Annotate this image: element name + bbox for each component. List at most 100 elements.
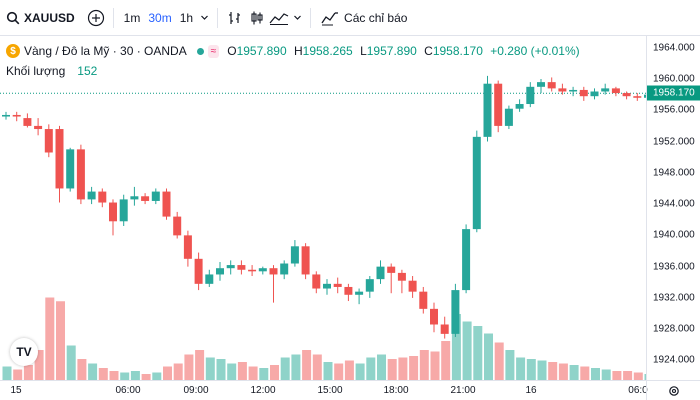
area-chart-type-button[interactable]	[268, 0, 290, 36]
price-tick-label: 1924.000	[653, 354, 695, 366]
volume-bar	[537, 360, 547, 380]
volume-bar	[163, 366, 172, 380]
compare-symbol-button[interactable]	[85, 0, 107, 36]
volume-bar	[237, 362, 247, 380]
candle-body	[355, 291, 364, 295]
time-tick-label: 15:00	[317, 385, 343, 396]
last-price-label: 1958.170	[647, 85, 700, 101]
tradingview-logo[interactable]: TV	[10, 338, 38, 366]
candle-body	[87, 191, 96, 200]
volume-bar	[494, 342, 504, 380]
candle-chart-type-button[interactable]	[246, 0, 268, 36]
volume-bar	[216, 359, 226, 380]
candlestick-chart[interactable]	[0, 36, 646, 380]
candle-body	[12, 114, 21, 117]
time-axis[interactable]: 15 06:00 09:00 12:00 15:00 18:00 21:00 16 06:0	[0, 380, 648, 400]
candle-body	[248, 269, 257, 272]
volume-bar	[558, 363, 568, 380]
candle-body	[76, 149, 85, 200]
candle-body	[601, 88, 610, 92]
candle-body	[569, 89, 578, 92]
volume-bar	[377, 354, 386, 380]
symbol-search-button[interactable]: XAUUSD	[0, 0, 75, 36]
price-tick-label: 1940.000	[653, 229, 695, 241]
volume-label: Khối lượng	[6, 64, 66, 78]
gold-symbol-icon: $	[6, 44, 20, 58]
volume-bar	[98, 368, 108, 380]
candle-body	[537, 82, 545, 87]
volume-bar	[109, 371, 119, 380]
indicators-button[interactable]: Các chỉ báo	[317, 0, 411, 36]
volume-bar	[601, 369, 611, 380]
symbol-label: XAUUSD	[24, 10, 75, 25]
price-tick-label: 1948.000	[653, 167, 695, 179]
price-tick-label: 1964.000	[653, 42, 695, 54]
candle-body	[216, 268, 224, 275]
volume-bar	[612, 371, 622, 380]
candle-body	[644, 94, 646, 98]
open-value: 1957.890	[236, 44, 287, 58]
volume-bar	[355, 363, 365, 380]
chart-pane[interactable]	[0, 36, 646, 380]
candle-body	[419, 291, 428, 309]
volume-bar	[569, 365, 579, 380]
volume-bar	[334, 363, 344, 380]
candle-body	[173, 216, 182, 236]
volume-bar	[323, 362, 333, 380]
plus-circle-icon	[87, 9, 104, 26]
low-value: 1957.890	[366, 44, 417, 58]
volume-bar	[462, 321, 472, 380]
volume-bar	[623, 371, 633, 380]
gear-icon	[668, 385, 679, 396]
candle-body	[397, 272, 406, 281]
volume-bar	[526, 359, 536, 380]
time-tick-label: 18:00	[383, 385, 409, 396]
volume-bar	[302, 350, 312, 380]
candle-body	[633, 96, 642, 98]
candle-body	[2, 114, 10, 117]
candle-body	[440, 324, 449, 334]
toolbar-divider	[217, 7, 219, 28]
candle-body	[141, 196, 150, 201]
timeframe-1h[interactable]: 1h	[179, 10, 194, 25]
volume-bar	[23, 365, 33, 380]
candle-body	[579, 89, 588, 97]
candle-body	[611, 88, 620, 94]
price-axis[interactable]: 1958.170 1964.000 1960.000 1956.000 1952.00…	[646, 36, 700, 380]
indicators-label: Các chỉ báo	[344, 10, 408, 25]
chart-settings-button[interactable]	[646, 380, 700, 400]
candle-body	[472, 136, 481, 230]
volume-bar	[130, 371, 140, 380]
bar-chart-type-button[interactable]	[224, 0, 246, 36]
candle-body	[323, 283, 331, 289]
candle-body	[269, 268, 278, 275]
ohlc-bars-icon	[229, 11, 241, 24]
chevron-down-icon	[293, 15, 301, 20]
timeframe-30m[interactable]: 30m	[148, 10, 172, 25]
volume-bar	[88, 363, 98, 380]
candle-body	[376, 266, 385, 280]
candle-body	[301, 246, 310, 275]
chart-type-dropdown[interactable]	[290, 0, 304, 36]
volume-bar	[34, 350, 44, 380]
volume-bar	[120, 372, 130, 380]
volume-bar	[248, 366, 258, 380]
volume-bar	[505, 350, 515, 380]
volume-bar	[227, 363, 237, 380]
timeframe-dropdown[interactable]	[197, 0, 211, 36]
candle-body	[504, 108, 513, 126]
volume-bar	[516, 357, 526, 380]
candle-body	[66, 149, 75, 189]
ohlc-values: O1957.890 H1958.265 L1957.890 C1958.170 …	[227, 44, 580, 58]
price-tick-label: 1932.000	[653, 292, 695, 304]
volume-bar	[173, 363, 183, 380]
candle-body	[194, 258, 203, 284]
timeframe-1m[interactable]: 1m	[123, 10, 141, 25]
volume-bar	[548, 362, 558, 380]
chevron-down-icon	[200, 15, 208, 20]
candle-body	[483, 83, 492, 137]
candle-body	[130, 196, 139, 200]
time-tick-label: 06:00	[115, 385, 141, 396]
candle-body	[151, 191, 160, 201]
volume-bar	[259, 368, 269, 380]
